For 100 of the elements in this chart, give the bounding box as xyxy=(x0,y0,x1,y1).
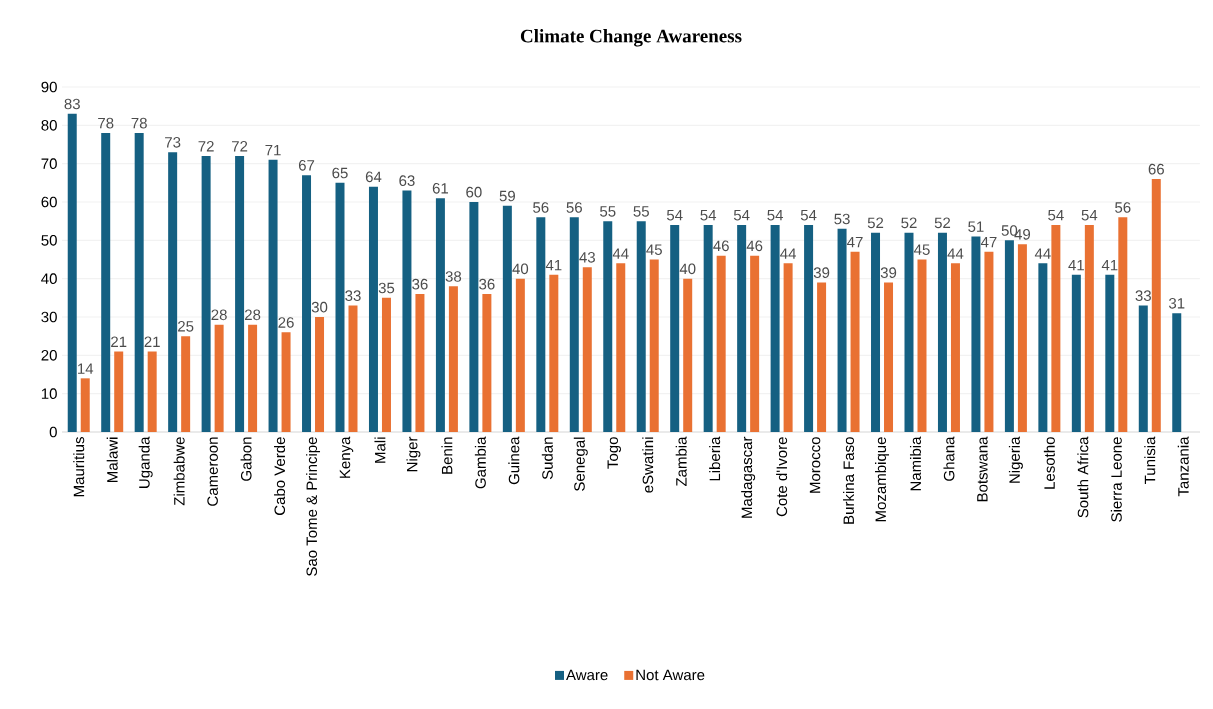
bar xyxy=(281,332,291,432)
data-label: 66 xyxy=(1148,163,1164,175)
bar xyxy=(716,255,726,432)
chart-title: Climate Change Awareness xyxy=(520,29,742,47)
data-label: 55 xyxy=(600,206,616,217)
bar xyxy=(1151,179,1161,432)
data-label: 39 xyxy=(880,267,897,278)
data-label: 65 xyxy=(332,167,348,179)
x-tick-label: Namibia xyxy=(909,436,921,491)
data-label: 28 xyxy=(244,309,261,321)
x-tick-label: Senegal xyxy=(573,437,588,491)
x-tick-label: Cameroon xyxy=(207,437,218,506)
bar xyxy=(603,221,613,432)
x-tick-label: South Africa xyxy=(1077,436,1089,518)
bar xyxy=(804,225,814,432)
data-label: 31 xyxy=(1168,298,1185,309)
x-tick-label: Gabon xyxy=(240,437,252,481)
bar xyxy=(670,225,680,432)
data-label: 14 xyxy=(78,363,94,374)
x-tick-label: Madagascar xyxy=(741,436,756,518)
data-label: 38 xyxy=(445,271,462,282)
x-tick-label: Lesotho xyxy=(1043,437,1055,489)
bar xyxy=(67,113,77,432)
data-label: 60 xyxy=(466,186,482,198)
y-tick-label: 0 xyxy=(49,426,57,438)
x-tick-label: Guinea xyxy=(508,436,520,485)
bar xyxy=(348,305,358,432)
data-label: 46 xyxy=(713,240,729,252)
data-label: 64 xyxy=(365,171,382,183)
data-label: 45 xyxy=(913,244,930,255)
bar xyxy=(582,267,592,432)
bar xyxy=(181,336,191,432)
bar xyxy=(302,175,312,432)
bar xyxy=(770,225,780,432)
x-tick-label: Sudan xyxy=(541,437,553,480)
x-tick-label: Kenya xyxy=(339,436,354,478)
bar xyxy=(1172,313,1182,432)
bar xyxy=(1051,225,1061,432)
data-label: 56 xyxy=(566,202,582,213)
bar xyxy=(114,351,124,432)
x-tick-label: Mauritius xyxy=(73,437,85,497)
y-tick-label: 20 xyxy=(41,350,57,361)
x-tick-label: Morocco xyxy=(809,437,821,493)
data-label: 28 xyxy=(211,309,227,321)
data-label: 33 xyxy=(345,290,361,301)
x-tick-label: Ghana xyxy=(943,436,955,481)
data-label: 52 xyxy=(934,217,951,229)
data-label: 71 xyxy=(265,144,281,156)
bar xyxy=(703,225,713,432)
data-label: 36 xyxy=(479,278,495,290)
data-label: 41 xyxy=(1068,259,1084,271)
bar xyxy=(937,232,947,432)
bar xyxy=(750,255,760,432)
bar xyxy=(871,232,881,432)
data-label: 44 xyxy=(947,248,964,259)
legend-label: Aware xyxy=(566,669,608,681)
bar xyxy=(917,259,927,432)
y-tick-label: 70 xyxy=(41,158,57,169)
data-label: 25 xyxy=(178,321,194,332)
data-label: 39 xyxy=(813,267,830,278)
data-label: 47 xyxy=(980,236,997,248)
bar xyxy=(1017,244,1027,432)
data-label: 40 xyxy=(512,263,529,275)
bar xyxy=(80,378,90,432)
data-label: 54 xyxy=(1081,210,1098,221)
data-label: 51 xyxy=(968,221,984,232)
data-label: 21 xyxy=(144,336,160,347)
bar xyxy=(1138,305,1148,432)
bar xyxy=(683,278,693,432)
bar xyxy=(147,351,157,432)
data-label: 63 xyxy=(399,175,415,186)
data-label: 43 xyxy=(579,252,595,263)
bar xyxy=(235,156,245,432)
bar xyxy=(515,278,525,432)
bar xyxy=(950,263,960,432)
data-label: 55 xyxy=(633,206,649,217)
data-label: 54 xyxy=(733,210,750,221)
bar xyxy=(248,324,258,432)
y-tick-label: 10 xyxy=(41,388,57,399)
data-label: 36 xyxy=(412,278,428,290)
bar xyxy=(1004,240,1014,432)
bar xyxy=(549,274,559,432)
bar xyxy=(368,186,378,432)
y-tick-label: 80 xyxy=(41,120,57,131)
bar xyxy=(904,232,914,432)
data-label: 45 xyxy=(646,244,662,255)
data-label: 61 xyxy=(432,183,449,194)
data-label: 41 xyxy=(1101,259,1118,271)
data-label: 46 xyxy=(746,240,763,252)
bar xyxy=(402,190,412,432)
y-tick-label: 30 xyxy=(41,311,57,323)
data-label: 40 xyxy=(679,263,696,275)
bar xyxy=(415,294,425,432)
data-label: 54 xyxy=(700,210,717,221)
bar xyxy=(214,324,224,432)
bar xyxy=(435,198,445,432)
bar xyxy=(971,236,981,432)
data-label: 78 xyxy=(131,117,147,129)
data-label: 83 xyxy=(64,98,80,110)
data-label: 72 xyxy=(232,141,248,152)
